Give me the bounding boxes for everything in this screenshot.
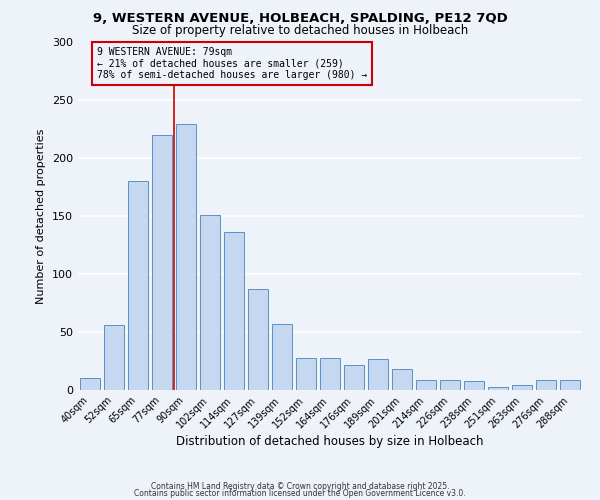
Text: Contains public sector information licensed under the Open Government Licence v3: Contains public sector information licen… [134,489,466,498]
Y-axis label: Number of detached properties: Number of detached properties [37,128,46,304]
Bar [416,380,436,390]
Bar [368,358,388,390]
Bar [320,358,340,390]
Bar [536,380,556,390]
Bar [128,182,148,390]
Bar [80,378,100,390]
Bar [464,380,484,390]
Bar [104,325,124,390]
Bar [392,369,412,390]
Bar [488,386,508,390]
Bar [272,324,292,390]
Bar [224,232,244,390]
Text: 9 WESTERN AVENUE: 79sqm
← 21% of detached houses are smaller (259)
78% of semi-d: 9 WESTERN AVENUE: 79sqm ← 21% of detache… [97,47,367,80]
Bar [560,380,580,390]
Bar [200,215,220,390]
Bar [152,135,172,390]
Bar [440,380,460,390]
Bar [344,364,364,390]
Text: Size of property relative to detached houses in Holbeach: Size of property relative to detached ho… [132,24,468,37]
Bar [512,386,532,390]
Bar [248,289,268,390]
Bar [296,358,316,390]
Text: Contains HM Land Registry data © Crown copyright and database right 2025.: Contains HM Land Registry data © Crown c… [151,482,449,491]
Bar [176,124,196,390]
Text: 9, WESTERN AVENUE, HOLBEACH, SPALDING, PE12 7QD: 9, WESTERN AVENUE, HOLBEACH, SPALDING, P… [92,12,508,26]
X-axis label: Distribution of detached houses by size in Holbeach: Distribution of detached houses by size … [176,436,484,448]
